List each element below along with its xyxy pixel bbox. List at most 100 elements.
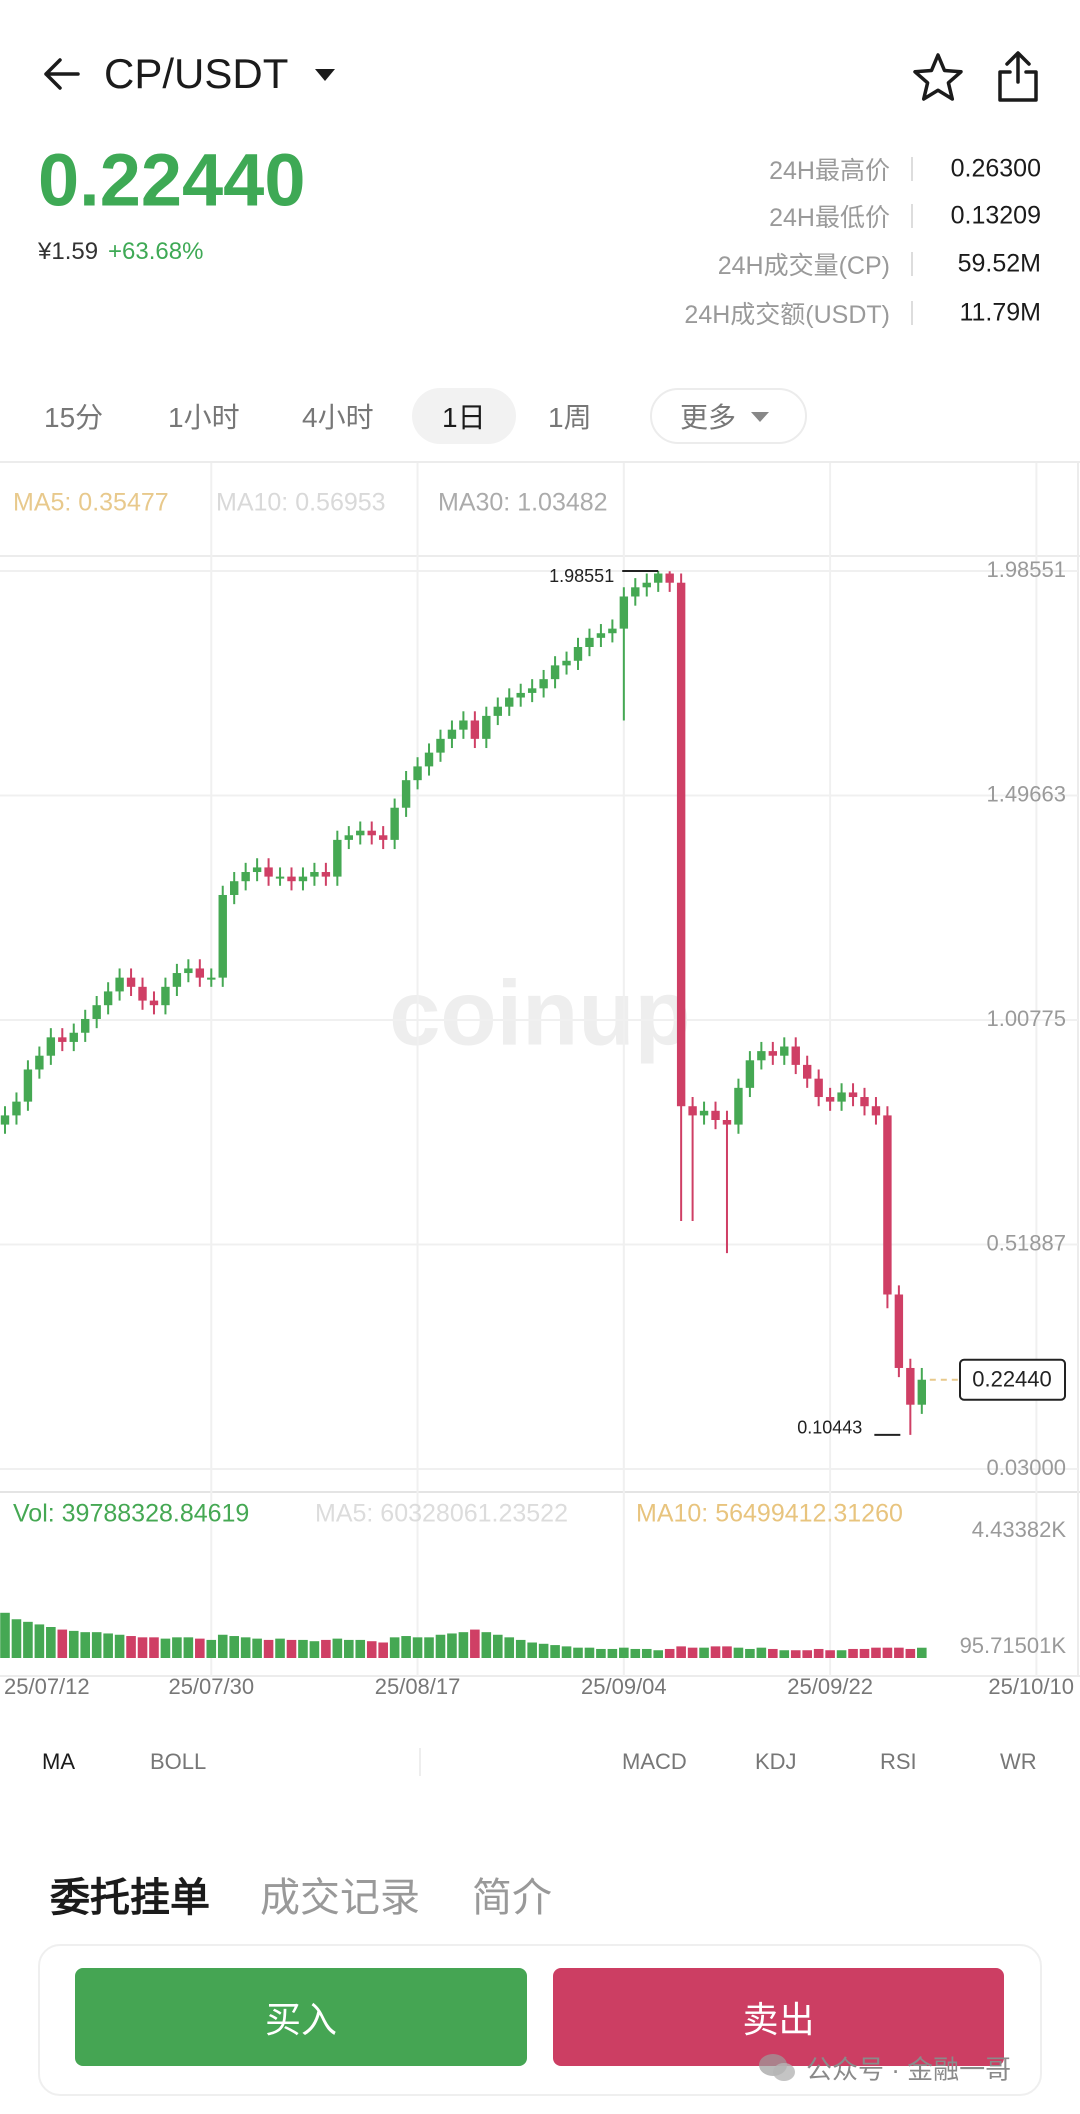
volume-bar [412, 1637, 423, 1658]
x-tick-label: 25/07/30 [168, 1674, 254, 1699]
candle-body [676, 582, 686, 1107]
candle-body [23, 1069, 33, 1102]
candle-body [275, 876, 285, 879]
x-tick-label: 25/08/17 [375, 1674, 461, 1699]
volume-bar [699, 1647, 709, 1658]
volume-bar [137, 1637, 148, 1658]
volume-bar [790, 1650, 801, 1658]
candle-body [860, 1097, 869, 1107]
volume-bar [756, 1647, 767, 1658]
volume-bar [859, 1648, 870, 1658]
order-tab[interactable]: 成交记录 [260, 1876, 420, 1920]
x-tick-label: 25/10/10 [988, 1674, 1074, 1699]
indicator-tab[interactable]: BOLL [150, 1749, 207, 1774]
candle-body [0, 1115, 10, 1125]
volume-bar [240, 1637, 251, 1658]
indicator-tab[interactable]: KDJ [755, 1749, 797, 1774]
sell-button[interactable]: 卖出 [553, 1968, 1004, 2066]
volume-bar [733, 1647, 744, 1658]
indicator-tab[interactable]: MA [42, 1749, 75, 1774]
candle-body [424, 752, 434, 767]
interval-tab-selected[interactable]: 1日 [442, 402, 486, 433]
volume-bar [34, 1624, 45, 1658]
candle-body [138, 986, 147, 1001]
volume-bar [149, 1637, 159, 1658]
candle-body [527, 688, 537, 693]
last-price-box [959, 1358, 1066, 1401]
candle-body [745, 1060, 755, 1088]
volume-bar [722, 1646, 732, 1658]
volume-bar [596, 1648, 606, 1658]
volume-bar [366, 1641, 377, 1658]
volume-bar [779, 1650, 790, 1658]
volume-bar [894, 1647, 904, 1658]
volume-bar [344, 1639, 354, 1658]
candle-body [539, 679, 548, 689]
candle-body [722, 1119, 732, 1125]
candle-body [103, 991, 113, 1006]
candle-body [126, 977, 136, 987]
pair-title[interactable]: CP/USDT [104, 50, 289, 97]
volume-bar [481, 1632, 492, 1658]
more-button[interactable] [650, 388, 807, 444]
candle-body [333, 839, 342, 877]
candle-body [848, 1092, 858, 1098]
indicator-tab[interactable]: WR [1000, 1749, 1037, 1774]
volume-bar [298, 1639, 308, 1658]
interval-tab[interactable]: 更多 [680, 402, 737, 433]
volume-bar [114, 1634, 125, 1658]
candle-body [413, 766, 422, 781]
candle-body [161, 986, 170, 1006]
stat-value: 11.79M [959, 298, 1041, 327]
volume-bar [103, 1633, 113, 1658]
interval-tab[interactable]: 1小时 [168, 402, 240, 433]
candle-body [608, 628, 617, 634]
candle-body [58, 1037, 67, 1042]
volume-bar [607, 1648, 618, 1658]
interval-tab[interactable]: 4小时 [302, 402, 374, 433]
candle-body [35, 1055, 44, 1070]
interval-tab[interactable]: 15分 [44, 402, 104, 433]
back-button[interactable] [40, 56, 84, 92]
indicator-tab[interactable]: RSI [880, 1749, 917, 1774]
candle-body [12, 1101, 21, 1116]
favorite-star[interactable] [911, 52, 965, 104]
volume-bar [172, 1637, 182, 1658]
share-button[interactable] [994, 50, 1042, 104]
candle-body [906, 1367, 915, 1405]
volume-ma-label: MA10: 56499412.31260 [636, 1500, 903, 1528]
candle-body [825, 1097, 835, 1102]
pair-caret[interactable] [314, 68, 336, 82]
order-tab[interactable]: 简介 [472, 1876, 552, 1920]
volume-bar [538, 1643, 549, 1658]
candle-body [459, 720, 468, 730]
volume-bar [424, 1637, 434, 1658]
candle-body [298, 876, 308, 882]
volume-bar [57, 1629, 68, 1658]
ma-label: MA5: 0.35477 [13, 489, 169, 517]
candlestick-chart: coinup MA5: 0.35477 MA10: 0.56953 MA30: 1.… [0, 461, 1080, 1699]
candle-body [172, 973, 182, 987]
indicator-tab[interactable]: MACD [622, 1749, 687, 1774]
volume-bar [664, 1648, 675, 1658]
volume-bar [68, 1630, 79, 1658]
candle-body [803, 1064, 812, 1079]
separator [911, 301, 913, 325]
candle-body [401, 780, 411, 808]
interval-tab[interactable]: 1周 [548, 402, 592, 433]
ma-label: MA30: 1.03482 [438, 489, 608, 517]
volume-bar [584, 1647, 595, 1658]
candle-body [195, 968, 205, 978]
order-tab-selected[interactable]: 委托挂单 [50, 1876, 210, 1920]
volume-bar [710, 1646, 721, 1658]
low-label: 0.10443 [797, 1418, 862, 1438]
volume-bar [458, 1632, 469, 1658]
buy-button[interactable]: 买入 [75, 1968, 527, 2066]
stat-value: 0.13209 [950, 201, 1041, 230]
candle-body [917, 1379, 926, 1405]
candle-body [92, 1005, 101, 1019]
volume-bar [848, 1648, 858, 1658]
stat-label: 24H最高价 [769, 157, 890, 185]
stat-label: 24H成交量(CP) [717, 252, 890, 280]
candle-body [734, 1087, 743, 1125]
